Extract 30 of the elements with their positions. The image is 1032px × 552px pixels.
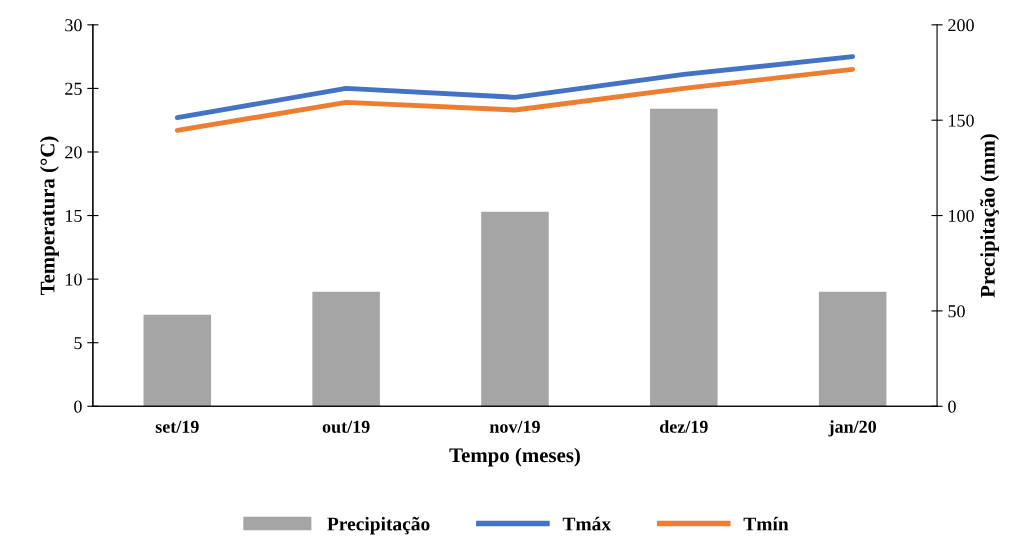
y2-tick-label: 200 bbox=[948, 19, 974, 32]
y-tick-label: 0 bbox=[74, 400, 82, 413]
line-series bbox=[174, 54, 856, 121]
x-tick-label: jan/20 bbox=[828, 420, 877, 437]
y-tick-label: 25 bbox=[65, 82, 82, 95]
bar bbox=[481, 211, 549, 407]
y-tick-label: 30 bbox=[65, 19, 82, 32]
y-tick-label: 10 bbox=[66, 273, 82, 286]
x-tick-label: dez/19 bbox=[659, 420, 708, 433]
legend-label: Precipitação bbox=[327, 516, 430, 535]
legend-label: Tmáx bbox=[562, 516, 611, 531]
bar bbox=[143, 314, 212, 407]
y2-axis-title: Precipitação (mm) bbox=[980, 134, 1000, 298]
bar bbox=[818, 291, 887, 407]
y-tick-label: 5 bbox=[74, 337, 82, 350]
y-axis-title: Temperatura (°C) bbox=[39, 136, 59, 296]
bar bbox=[312, 291, 380, 407]
y-tick-label: 15 bbox=[66, 209, 82, 222]
x-axis-title: Tempo (meses) bbox=[449, 447, 580, 467]
x-tick-label: set/19 bbox=[155, 420, 199, 433]
x-tick-label: nov/19 bbox=[489, 420, 540, 433]
y2-tick-label: 150 bbox=[949, 114, 974, 127]
y2-tick-label: 0 bbox=[948, 400, 956, 413]
line-series bbox=[174, 66, 856, 133]
y2-tick-label: 50 bbox=[948, 305, 965, 318]
x-tick-label: out/19 bbox=[322, 420, 370, 433]
legend-label: Tmín bbox=[743, 516, 789, 531]
bar bbox=[650, 108, 718, 407]
y-tick-label: 20 bbox=[65, 146, 82, 159]
y2-tick-label: 100 bbox=[949, 209, 974, 222]
